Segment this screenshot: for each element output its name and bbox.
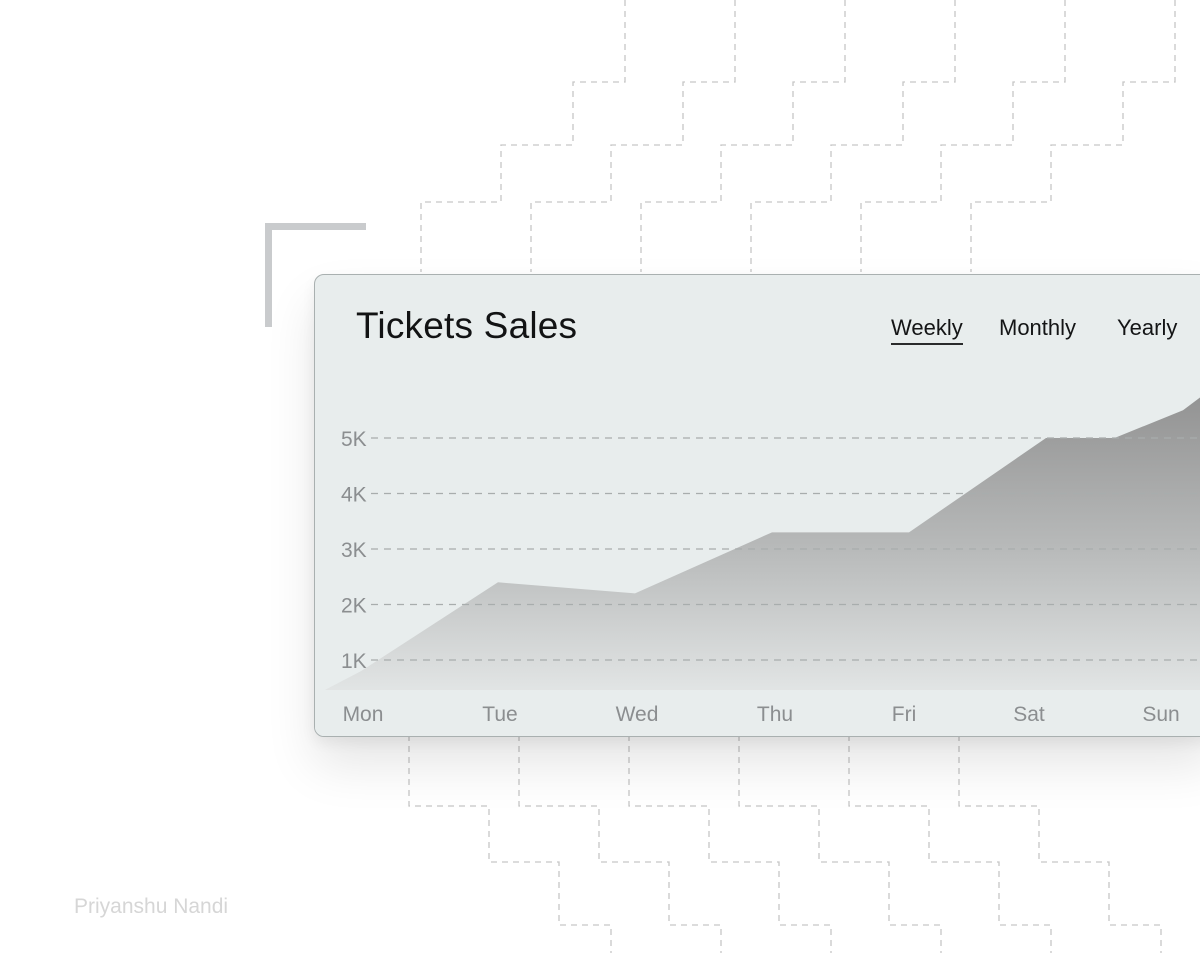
ticket-sales-card: 1K 2K 3K 4K 5K Mon Tue Wed Thu Fri Sat Sun Tickets … [314,274,1200,737]
x-tick-label: Sun [1142,703,1179,726]
y-tick-label: 3K [341,539,367,562]
x-tick-label: Sat [1013,703,1045,726]
corner-bracket-decoration [265,223,366,327]
x-tick-label: Wed [616,703,659,726]
y-tick-label: 4K [341,484,367,507]
tab-yearly[interactable]: Yearly [1117,315,1178,340]
chart-title: Tickets Sales [356,305,578,346]
x-tick-label: Fri [892,703,917,726]
x-tick-label: Tue [482,703,517,726]
y-tick-label: 2K [341,595,367,618]
plot-baseline-band [315,690,1200,736]
x-tick-label: Mon [343,703,384,726]
tab-monthly[interactable]: Monthly [999,315,1077,340]
author-credit: Priyanshu Nandi [74,895,229,918]
y-tick-label: 1K [341,650,367,673]
area-chart: 1K 2K 3K 4K 5K Mon Tue Wed Thu Fri Sat Sun [315,397,1200,736]
series-area [315,397,1200,696]
x-tick-label: Thu [757,703,793,726]
y-tick-label: 5K [341,428,367,451]
tab-weekly[interactable]: Weekly [891,315,963,345]
background-dashed-lines [408,0,1176,953]
